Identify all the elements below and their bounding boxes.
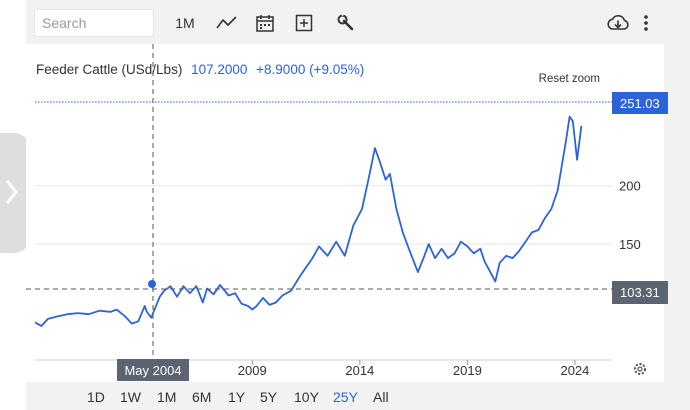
reset-zoom-button[interactable]: Reset zoom	[539, 73, 600, 85]
crosshair-date-label: May 2004	[124, 363, 181, 378]
legend-change: +8.9000 (+9.05%)	[256, 62, 364, 77]
interval-selector[interactable]: 1M	[170, 10, 200, 36]
plus-square-icon	[295, 14, 313, 32]
crosshair-point	[148, 280, 156, 288]
range-button-1d[interactable]: 1D	[87, 389, 105, 405]
cursor-price-badge	[612, 281, 668, 304]
range-button-10y[interactable]: 10Y	[294, 389, 319, 405]
range-button-25y[interactable]: 25Y	[333, 389, 358, 405]
x-tick-label: 2019	[453, 363, 482, 378]
chart-type-button[interactable]	[212, 10, 242, 36]
range-button-6m[interactable]: 6M	[192, 389, 212, 405]
plot-panel[interactable]	[26, 44, 664, 382]
search-input[interactable]	[34, 9, 154, 37]
chevron-right-icon	[6, 180, 18, 204]
add-comparison-button[interactable]	[292, 10, 316, 36]
range-button-5y[interactable]: 5Y	[260, 389, 278, 405]
last-price-badge	[612, 92, 668, 114]
last-price-badge-label: 251.03	[620, 96, 660, 111]
svg-text:Feeder Cattle (USd/Lbs) 10: Feeder Cattle (USd/Lbs) 107.2000 +8.9000…	[36, 62, 364, 77]
download-button[interactable]	[604, 10, 632, 36]
range-button-1m[interactable]: 1M	[157, 389, 177, 405]
line-chart-icon	[216, 16, 237, 29]
chart-settings-button[interactable]	[634, 363, 646, 375]
date-range-button[interactable]	[252, 10, 278, 36]
y-tick-label: 150	[619, 237, 641, 252]
crosshair-date-badge	[117, 359, 189, 381]
calendar-icon	[256, 15, 274, 32]
x-tick-label: 2014	[345, 363, 374, 378]
y-tick-label: 200	[619, 179, 641, 194]
cloud-download-icon	[607, 14, 629, 30]
interval-label: 1M	[175, 15, 195, 31]
range-selector: 1D 1W 1M 6M 1Y 5Y 10Y 25Y All	[26, 382, 690, 410]
legend-series-name: Feeder Cattle (USd/Lbs)	[36, 62, 182, 77]
range-button-1w[interactable]: 1W	[120, 389, 141, 405]
chart-toolbar: 1M	[26, 0, 690, 44]
price-series-line	[34, 115, 583, 327]
legend-price: 107.2000	[191, 62, 247, 77]
wrench-icon	[337, 14, 354, 31]
gear-icon	[634, 363, 646, 375]
more-vertical-icon	[644, 15, 648, 31]
x-tick-label: 2024	[560, 363, 589, 378]
more-options-button[interactable]	[636, 10, 656, 36]
range-button-1y[interactable]: 1Y	[228, 389, 246, 405]
settings-tools-button[interactable]	[334, 10, 358, 36]
side-panel-toggle[interactable]	[0, 133, 30, 253]
cursor-price-badge-label: 103.31	[620, 285, 660, 300]
x-tick-label: 2009	[238, 363, 267, 378]
range-button-all[interactable]: All	[373, 389, 389, 405]
